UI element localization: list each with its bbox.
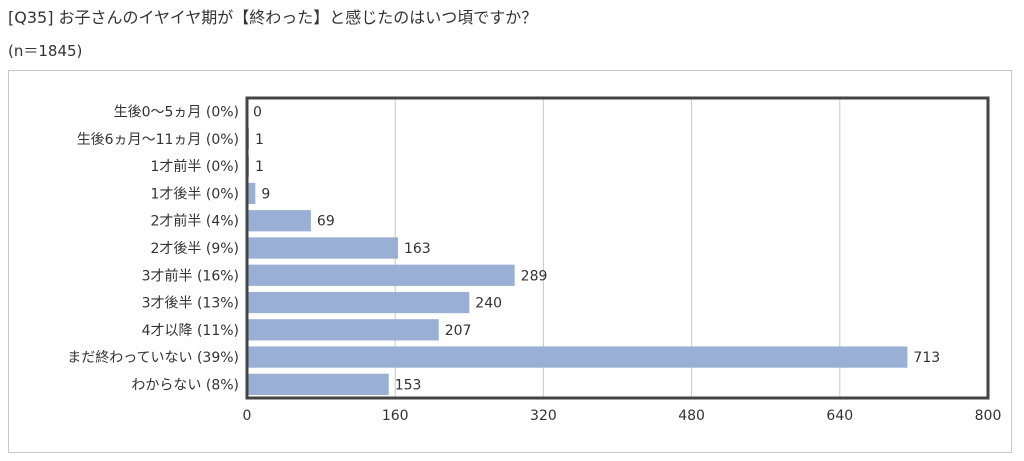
bar-8 [247,319,439,341]
category-label-3: 1才後半 (0%) [151,186,240,202]
bar-9 [247,346,908,368]
category-label-2: 1才前半 (0%) [151,158,240,175]
value-label-2: 1 [255,159,264,175]
question-title: [Q35] お子さんのイヤイヤ期が【終わった】と感じたのはいつ頃ですか？ [8,8,538,27]
value-label-3: 9 [261,186,270,202]
value-label-1: 1 [255,132,264,148]
bar-chart: 0 生後0〜5ヵ月 (0%) 1 生後6ヵ月〜11ヵ月 (0%) 1 1才前半 (0%) 9… [67,96,1002,424]
value-label-9: 713 [913,350,940,366]
x-tick-label-5: 800 [975,408,1002,424]
value-label-5: 163 [404,241,431,257]
category-label-9: まだ終わっていない (39%) [67,350,239,366]
bar-10 [247,373,389,395]
plot-border [245,96,990,400]
category-label-7: 3才後半 (13%) [142,296,239,312]
category-label-8: 4才以降 (11%) [142,323,239,339]
x-tick-label-4: 640 [826,408,853,424]
category-label-0: 生後0〜5ヵ月 (0%) [114,105,239,121]
chart-frame: 0 生後0〜5ヵ月 (0%) 1 生後6ヵ月〜11ヵ月 (0%) 1 1才前半 (0%) 9… [8,70,1012,453]
category-label-10: わからない (8%) [131,377,239,393]
value-label-7: 240 [475,296,502,312]
value-label-8: 207 [445,323,472,339]
bar-7 [247,291,470,314]
value-label-10: 153 [395,377,422,393]
sample-size: (n＝1845) [8,42,83,60]
value-label-0: 0 [253,105,262,121]
bar-3 [247,182,256,205]
value-label-4: 69 [317,214,335,230]
category-label-4: 2才前半 (4%) [151,213,240,230]
x-tick-label-3: 480 [678,408,705,424]
x-tick-label-1: 160 [382,408,409,424]
category-label-1: 生後6ヵ月〜11ヵ月 (0%) [77,132,239,148]
category-label-5: 2才後半 (9%) [151,241,240,257]
bar-6 [247,264,515,286]
x-tick-label-2: 320 [530,408,557,424]
value-label-6: 289 [521,268,548,284]
bar-5 [247,237,398,259]
category-label-6: 3才前半 (16%) [142,267,239,284]
x-tick-label-0: 0 [243,408,252,424]
bar-4 [247,210,311,232]
